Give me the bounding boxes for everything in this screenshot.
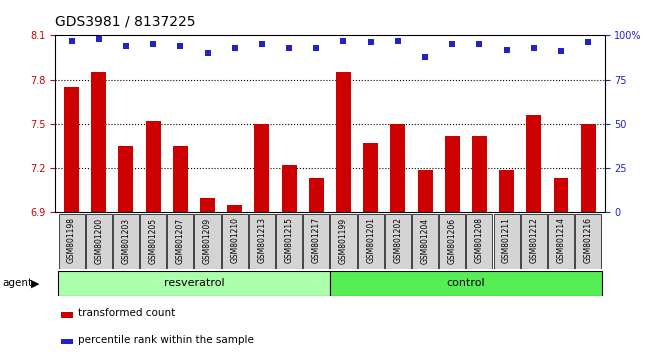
Point xyxy=(338,38,348,44)
Text: GSM801206: GSM801206 xyxy=(448,217,457,264)
Bar xyxy=(466,214,493,269)
Bar xyxy=(146,121,161,212)
Text: GSM801200: GSM801200 xyxy=(94,217,103,264)
Text: GSM801199: GSM801199 xyxy=(339,217,348,264)
Text: GSM801207: GSM801207 xyxy=(176,217,185,264)
Bar xyxy=(140,214,166,269)
Bar xyxy=(222,214,248,269)
Bar xyxy=(60,338,73,344)
Bar xyxy=(493,214,519,269)
Bar xyxy=(167,214,194,269)
Bar xyxy=(194,214,220,269)
Bar xyxy=(281,165,296,212)
Point xyxy=(175,43,185,49)
Text: control: control xyxy=(447,278,485,288)
Bar xyxy=(330,271,602,296)
Bar xyxy=(254,124,269,212)
Bar xyxy=(580,124,595,212)
Text: GSM801212: GSM801212 xyxy=(529,217,538,263)
Text: agent: agent xyxy=(2,278,32,288)
Point xyxy=(474,41,485,47)
Point xyxy=(257,41,267,47)
Bar xyxy=(91,72,106,212)
Text: transformed count: transformed count xyxy=(78,308,176,318)
Bar xyxy=(575,214,601,269)
Bar xyxy=(391,124,406,212)
Point xyxy=(393,38,403,44)
Point xyxy=(284,45,294,51)
Point xyxy=(528,45,539,51)
Text: GSM801211: GSM801211 xyxy=(502,217,511,263)
Point xyxy=(556,48,566,54)
Point xyxy=(583,40,593,45)
Bar xyxy=(417,170,432,212)
Text: percentile rank within the sample: percentile rank within the sample xyxy=(78,335,254,345)
Text: GSM801201: GSM801201 xyxy=(366,217,375,263)
Bar xyxy=(113,214,139,269)
Text: GSM801216: GSM801216 xyxy=(584,217,593,263)
Bar xyxy=(58,214,84,269)
Point xyxy=(311,45,322,51)
Point xyxy=(121,43,131,49)
Point xyxy=(447,41,458,47)
Bar xyxy=(60,312,73,318)
Bar xyxy=(363,143,378,212)
Text: GSM801215: GSM801215 xyxy=(285,217,294,263)
Bar xyxy=(554,178,569,212)
Bar xyxy=(304,214,330,269)
Bar xyxy=(200,198,215,212)
Bar xyxy=(330,214,356,269)
Text: GSM801210: GSM801210 xyxy=(230,217,239,263)
Text: GSM801198: GSM801198 xyxy=(67,217,76,263)
Point xyxy=(148,41,159,47)
Text: GDS3981 / 8137225: GDS3981 / 8137225 xyxy=(55,14,196,28)
Point xyxy=(420,54,430,59)
Point xyxy=(501,47,512,52)
Bar xyxy=(439,214,465,269)
Text: GSM801208: GSM801208 xyxy=(475,217,484,263)
Bar xyxy=(227,205,242,212)
Point xyxy=(94,36,104,42)
Text: GSM801205: GSM801205 xyxy=(149,217,158,264)
Bar xyxy=(276,214,302,269)
Text: GSM801209: GSM801209 xyxy=(203,217,212,264)
Point xyxy=(365,40,376,45)
Bar xyxy=(249,214,275,269)
Bar xyxy=(445,136,460,212)
Bar xyxy=(58,271,330,296)
Bar xyxy=(521,214,547,269)
Text: GSM801214: GSM801214 xyxy=(556,217,566,263)
Bar xyxy=(499,170,514,212)
Bar xyxy=(385,214,411,269)
Point xyxy=(229,45,240,51)
Bar xyxy=(309,178,324,212)
Text: resveratrol: resveratrol xyxy=(164,278,224,288)
Text: GSM801202: GSM801202 xyxy=(393,217,402,263)
Bar xyxy=(548,214,574,269)
Bar xyxy=(412,214,438,269)
Bar xyxy=(336,72,351,212)
Bar xyxy=(526,115,541,212)
Text: GSM801204: GSM801204 xyxy=(421,217,430,264)
Point xyxy=(202,50,213,56)
Text: GSM801213: GSM801213 xyxy=(257,217,266,263)
Bar xyxy=(358,214,384,269)
Text: GSM801203: GSM801203 xyxy=(122,217,131,264)
Point xyxy=(66,38,77,44)
Bar xyxy=(173,146,188,212)
Text: ▶: ▶ xyxy=(31,278,40,288)
Bar xyxy=(64,87,79,212)
Bar xyxy=(472,136,487,212)
Bar xyxy=(86,214,112,269)
Text: GSM801217: GSM801217 xyxy=(312,217,321,263)
Bar xyxy=(118,146,133,212)
